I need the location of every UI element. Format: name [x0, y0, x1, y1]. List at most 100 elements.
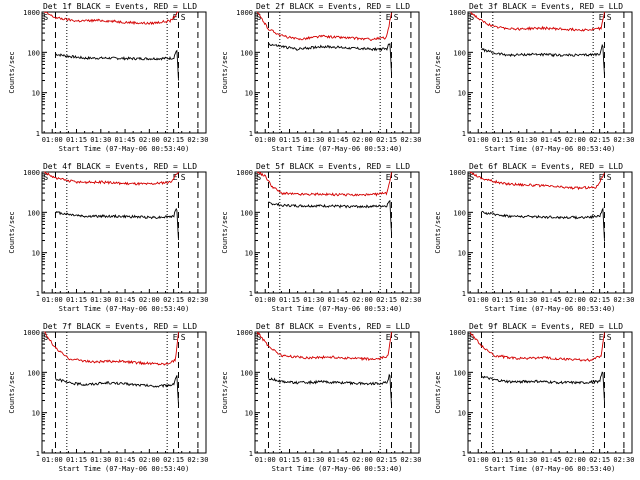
detector-panel: Det 1f BLACK = Events, RED = LLD 1 10 100 10…: [0, 0, 213, 160]
x-tick-label: 02:15: [163, 456, 184, 464]
y-axis-label: Counts/sec: [221, 211, 229, 253]
y-tick-label: 10: [245, 250, 253, 258]
start-marker-S: S: [256, 333, 261, 342]
events-series-line: [268, 373, 392, 406]
y-tick-label: 1: [36, 130, 40, 138]
y-tick-label: 1: [36, 450, 40, 458]
events-series-line: [55, 375, 179, 405]
y-tick-label: 1: [249, 130, 253, 138]
x-tick-label: 02:30: [187, 136, 208, 144]
y-tick-label: 1000: [236, 329, 253, 337]
x-tick-label: 01:30: [90, 456, 111, 464]
y-axis-label: Counts/sec: [221, 371, 229, 413]
x-tick-label: 01:15: [279, 296, 300, 304]
end-marker-E: E: [173, 13, 178, 22]
x-tick-label: 02:30: [400, 136, 421, 144]
plot-frame: [254, 331, 420, 454]
x-tick-label: 01:15: [66, 296, 87, 304]
lld-series-line: [256, 331, 392, 362]
y-tick-label: 1000: [236, 169, 253, 177]
detector-chart: Det 5f BLACK = Events, RED = LLD 1 10 100 10…: [221, 162, 421, 313]
start-marker-S: S: [43, 173, 48, 182]
y-tick-label: 10: [245, 90, 253, 98]
x-tick-label: 01:45: [541, 456, 562, 464]
x-axis-label: Start Time (07-May-06 00:53:40): [485, 305, 616, 313]
start-marker-S: S: [469, 173, 474, 182]
x-tick-label: 02:15: [376, 456, 397, 464]
x-tick-label: 01:15: [66, 136, 87, 144]
x-tick-label: 01:00: [42, 136, 63, 144]
chart-title: Det 4f BLACK = Events, RED = LLD: [43, 162, 197, 171]
y-tick-label: 1000: [23, 9, 40, 17]
chart-title: Det 7f BLACK = Events, RED = LLD: [43, 322, 197, 331]
start-marker-S: S: [607, 13, 612, 22]
x-tick-label: 02:30: [613, 456, 634, 464]
y-tick-label: 1000: [23, 169, 40, 177]
detector-panel: Det 6f BLACK = Events, RED = LLD 1 10 100 10…: [426, 160, 639, 320]
y-tick-label: 100: [453, 369, 466, 377]
y-axis-label: Counts/sec: [434, 51, 442, 93]
x-tick-label: 01:45: [541, 136, 562, 144]
start-marker-S: S: [256, 13, 261, 22]
end-marker-E: E: [599, 173, 604, 182]
x-axis-label: Start Time (07-May-06 00:53:40): [272, 305, 403, 313]
x-tick-label: 01:30: [516, 136, 537, 144]
detector-panel: Det 3f BLACK = Events, RED = LLD 1 10 100 10…: [426, 0, 639, 160]
detector-chart: Det 7f BLACK = Events, RED = LLD 1 10 100 10…: [8, 322, 208, 473]
x-axis-label: Start Time (07-May-06 00:53:40): [59, 145, 190, 153]
start-marker-S: S: [394, 173, 399, 182]
x-tick-label: 02:15: [589, 136, 610, 144]
x-tick-label: 01:30: [516, 296, 537, 304]
plot-frame: [467, 331, 633, 454]
plot-frame: [41, 331, 207, 454]
events-series-line: [481, 371, 605, 403]
detector-chart: Det 8f BLACK = Events, RED = LLD 1 10 100 10…: [221, 322, 421, 473]
x-tick-label: 01:45: [328, 296, 349, 304]
detector-chart: Det 2f BLACK = Events, RED = LLD 1 10 100 10…: [221, 2, 421, 153]
x-tick-label: 02:15: [376, 296, 397, 304]
detector-panel: Det 2f BLACK = Events, RED = LLD 1 10 100 10…: [213, 0, 426, 160]
chart-title: Det 6f BLACK = Events, RED = LLD: [469, 162, 623, 171]
end-marker-E: E: [386, 173, 391, 182]
x-tick-label: 02:00: [139, 136, 160, 144]
x-tick-label: 01:45: [328, 136, 349, 144]
y-tick-label: 1: [462, 130, 466, 138]
y-tick-label: 10: [245, 410, 253, 418]
y-tick-label: 1000: [236, 9, 253, 17]
plot-frame: [41, 11, 207, 134]
start-marker-S: S: [607, 173, 612, 182]
x-tick-label: 02:00: [565, 136, 586, 144]
x-tick-label: 02:00: [352, 296, 373, 304]
lld-series-line: [256, 171, 392, 197]
y-tick-label: 1: [249, 450, 253, 458]
plot-frame: [41, 171, 207, 294]
events-series-line: [268, 200, 392, 234]
x-tick-label: 01:45: [541, 296, 562, 304]
y-tick-label: 100: [240, 209, 253, 217]
x-tick-label: 01:15: [492, 456, 513, 464]
lld-series-line: [470, 11, 605, 32]
x-tick-label: 02:30: [613, 136, 634, 144]
x-tick-label: 02:15: [589, 296, 610, 304]
x-tick-label: 02:00: [352, 136, 373, 144]
x-axis-label: Start Time (07-May-06 00:53:40): [59, 305, 190, 313]
x-tick-label: 02:30: [400, 296, 421, 304]
events-series-line: [481, 207, 605, 242]
x-tick-label: 02:30: [187, 296, 208, 304]
y-tick-label: 1000: [449, 329, 466, 337]
x-tick-label: 01:00: [468, 296, 489, 304]
start-marker-S: S: [181, 13, 186, 22]
y-axis-label: Counts/sec: [8, 51, 16, 93]
x-tick-label: 02:15: [376, 136, 397, 144]
x-tick-label: 01:30: [90, 136, 111, 144]
lld-series-line: [43, 11, 179, 26]
y-axis-label: Counts/sec: [221, 51, 229, 93]
y-tick-label: 100: [453, 209, 466, 217]
x-tick-label: 01:45: [115, 456, 136, 464]
chart-title: Det 3f BLACK = Events, RED = LLD: [469, 2, 623, 11]
x-tick-label: 01:00: [255, 136, 276, 144]
y-tick-label: 1: [36, 290, 40, 298]
chart-title: Det 9f BLACK = Events, RED = LLD: [469, 322, 623, 331]
y-tick-label: 100: [27, 369, 40, 377]
